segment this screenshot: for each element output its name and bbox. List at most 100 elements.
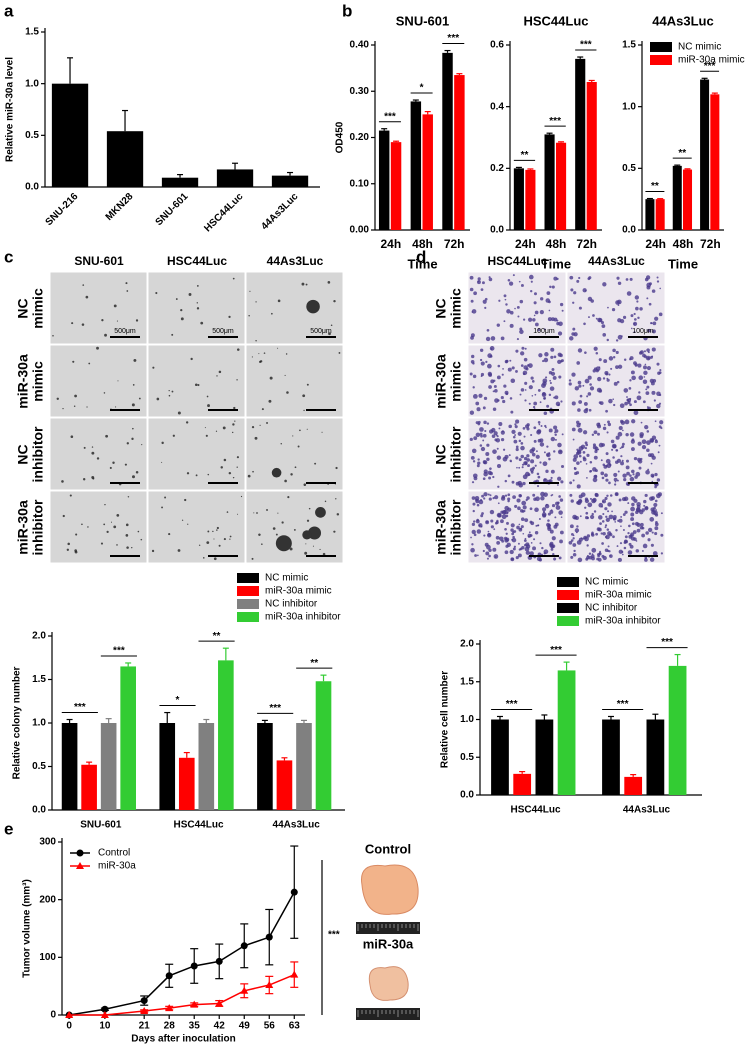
cell: [547, 317, 552, 322]
cell: [61, 480, 64, 483]
cell: [586, 534, 591, 538]
x-tick-label: 48h: [546, 237, 567, 251]
cell: [498, 422, 503, 427]
cell: [301, 282, 305, 286]
cell: [71, 322, 74, 325]
cell: [502, 368, 504, 370]
cell: [621, 442, 625, 446]
cell: [126, 442, 129, 445]
cell: [642, 353, 646, 358]
cell: [617, 281, 622, 286]
cell: [576, 420, 580, 425]
cell: [87, 526, 89, 528]
cell: [103, 392, 106, 394]
y-tick-label: 1.0: [32, 718, 46, 729]
cell: [623, 477, 627, 482]
cell: [514, 425, 518, 429]
cell: [486, 457, 490, 462]
cell: [506, 309, 511, 314]
cell: [248, 314, 250, 317]
legend-swatch: [650, 55, 672, 65]
cell: [602, 377, 606, 380]
significance-label: ***: [74, 702, 86, 713]
cell: [292, 435, 294, 437]
bar: [276, 760, 293, 810]
cell: [657, 371, 661, 375]
cell: [591, 554, 595, 558]
bar: [120, 666, 136, 810]
row-label: NC: [433, 298, 449, 318]
significance-label: ***: [447, 33, 459, 44]
cell: [116, 514, 120, 517]
cell: [550, 469, 555, 474]
cell: [530, 433, 533, 437]
cell: [520, 388, 525, 392]
cell: [489, 494, 492, 497]
cell: [575, 531, 578, 534]
y-tick-label: 1.5: [460, 676, 474, 687]
cell: [613, 403, 616, 407]
significance-label: ***: [269, 703, 281, 714]
y-tick-label: 0.10: [350, 178, 370, 189]
significance-label: ***: [384, 111, 396, 122]
marker: [101, 1005, 109, 1013]
cell: [645, 391, 650, 396]
significance-label: ***: [113, 646, 125, 657]
bar: [81, 764, 97, 810]
cell: [641, 508, 645, 512]
cell: [487, 493, 490, 496]
cell: [103, 523, 106, 526]
cell: [603, 359, 608, 364]
cell: [646, 430, 650, 433]
cell: [608, 356, 614, 361]
cell: [510, 557, 514, 561]
cell: [572, 301, 575, 304]
cell: [517, 315, 520, 318]
cell: [187, 523, 189, 525]
cell: [180, 317, 184, 321]
cell: [74, 550, 78, 554]
cell: [587, 375, 592, 380]
x-tick-label: 24h: [645, 237, 666, 251]
cell: [630, 370, 635, 375]
cell: [605, 515, 608, 518]
cell: [606, 494, 609, 498]
cell: [626, 471, 630, 476]
cell: [639, 307, 643, 311]
cell: [586, 477, 588, 479]
cell: [627, 502, 630, 505]
cell: [635, 471, 641, 477]
cell: [638, 375, 644, 381]
cell: [632, 321, 638, 326]
cell: [606, 338, 609, 342]
cell: [560, 480, 564, 484]
cell: [164, 496, 167, 499]
cell: [92, 477, 95, 480]
x-tick-label: 49: [239, 1021, 251, 1032]
cell: [255, 340, 257, 342]
cell: [483, 396, 488, 401]
cell: [535, 450, 538, 453]
cell: [607, 420, 610, 424]
bar: [645, 199, 655, 230]
cell: [496, 447, 499, 450]
cell: [570, 555, 574, 559]
y-tick-label: 0.30: [350, 86, 370, 97]
cell: [488, 476, 492, 480]
cell: [637, 441, 642, 446]
x-tick-label: 72h: [700, 237, 721, 251]
cell: [488, 429, 494, 434]
cell: [586, 544, 589, 547]
cell: [576, 525, 579, 528]
cell: [630, 327, 633, 330]
cell: [547, 512, 551, 516]
cell: [520, 454, 525, 459]
cell: [470, 299, 474, 303]
colony: [275, 535, 292, 552]
cell: [138, 397, 141, 400]
y-tick-label: 0.20: [350, 132, 370, 143]
cell: [497, 364, 501, 368]
cell: [584, 497, 589, 501]
cell: [579, 499, 582, 502]
cell: [196, 302, 198, 304]
